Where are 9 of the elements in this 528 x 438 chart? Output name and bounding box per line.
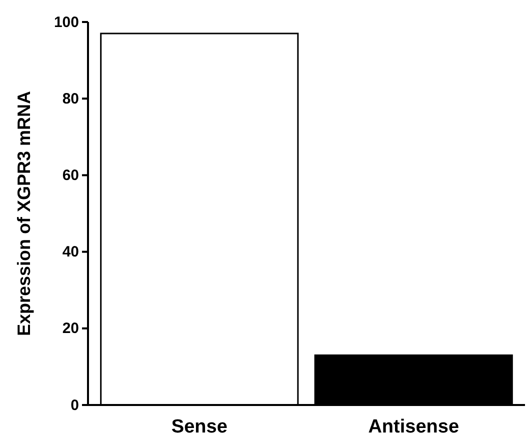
y-tick-label: 60 <box>62 167 79 184</box>
y-tick-label: 80 <box>62 90 79 108</box>
x-tick-label: Antisense <box>368 416 460 438</box>
y-tick-label: 100 <box>54 14 79 31</box>
y-tick-label: 40 <box>62 244 79 261</box>
x-tick-label: Sense <box>171 416 228 438</box>
y-tick-label: 20 <box>62 320 79 338</box>
y-axis-title: Expression of XGPR3 mRNA <box>14 90 34 336</box>
y-tick-label: 0 <box>70 396 79 414</box>
